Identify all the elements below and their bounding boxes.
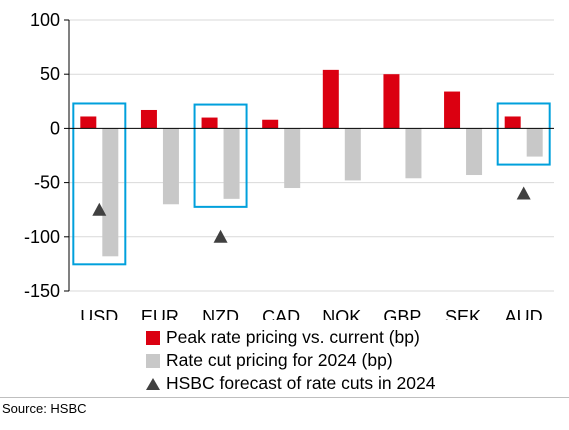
legend-item-cut: Rate cut pricing for 2024 (bp) <box>146 349 435 372</box>
y-tick-label: 50 <box>40 64 60 84</box>
highlight-boxes <box>72 102 551 266</box>
y-tick-label: -100 <box>24 227 60 247</box>
legend-item-forecast: HSBC forecast of rate cuts in 2024 <box>146 372 435 395</box>
y-axis-ticks: 100 50 0 -50 -100 -150 <box>24 10 69 301</box>
cut-bar-eur <box>162 128 179 205</box>
x-category-label-usd: USD <box>80 307 118 320</box>
x-category-label-sek: SEK <box>445 307 481 320</box>
peak-bar-cad <box>262 119 279 129</box>
forecast-marker-nzd <box>213 229 228 243</box>
x-category-label-cad: CAD <box>262 307 300 320</box>
legend-swatch-red <box>146 330 160 345</box>
legend-swatch-grey <box>146 353 160 368</box>
x-category-label-eur: EUR <box>141 307 179 320</box>
legend-label-peak: Peak rate pricing vs. current (bp) <box>166 327 420 347</box>
y-tick-label: 0 <box>50 118 60 138</box>
bars <box>80 69 543 257</box>
x-category-label-nzd: NZD <box>202 307 239 320</box>
source-divider <box>0 397 569 398</box>
peak-bar-sek <box>444 91 461 129</box>
triangle-icon <box>146 377 160 390</box>
x-axis-category-labels: USD EUR NZD CAD NOK GBP SEK AUD <box>80 307 542 320</box>
y-tick-label: 100 <box>30 10 60 30</box>
source-note: Source: HSBC <box>2 401 87 416</box>
bar-chart: 100 50 0 -50 -100 -150 USD EUR NZD CAD NOK GBP SEK A… <box>24 10 554 320</box>
cut-bar-sek <box>466 128 483 176</box>
highlight-box-aud <box>496 102 551 166</box>
x-category-label-nok: NOK <box>322 307 361 320</box>
x-category-label-gbp: GBP <box>383 307 421 320</box>
cut-bar-nzd <box>223 128 240 199</box>
legend-item-peak: Peak rate pricing vs. current (bp) <box>146 326 435 349</box>
highlight-box-usd <box>72 102 127 266</box>
y-tick-label: -50 <box>34 173 60 193</box>
cut-bar-cad <box>284 128 301 189</box>
legend-label-forecast: HSBC forecast of rate cuts in 2024 <box>166 373 436 393</box>
peak-bar-eur <box>140 109 157 129</box>
peak-bar-nok <box>322 69 339 129</box>
cut-bar-usd <box>102 128 119 257</box>
legend-label-cut: Rate cut pricing for 2024 (bp) <box>166 350 393 370</box>
peak-bar-usd <box>80 116 97 129</box>
y-tick-label: -150 <box>24 281 60 301</box>
cut-bar-gbp <box>405 128 422 179</box>
highlight-box-nzd <box>193 103 248 208</box>
peak-bar-nzd <box>201 117 218 129</box>
legend: Peak rate pricing vs. current (bp) Rate … <box>146 326 435 395</box>
cut-bar-aud <box>526 128 543 157</box>
axes <box>68 20 554 291</box>
gridlines <box>69 19 554 292</box>
forecast-marker-usd <box>92 202 107 216</box>
cut-bar-nok <box>344 128 361 181</box>
peak-bar-gbp <box>383 74 400 129</box>
forecast-markers <box>92 186 531 243</box>
peak-bar-aud <box>504 116 521 129</box>
x-category-label-aud: AUD <box>505 307 543 320</box>
forecast-marker-aud <box>516 186 531 200</box>
